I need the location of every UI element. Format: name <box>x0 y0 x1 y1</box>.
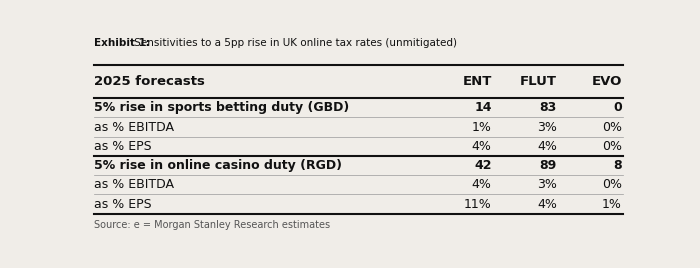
Text: 3%: 3% <box>537 178 556 191</box>
Text: 14: 14 <box>474 101 491 114</box>
Text: as % EBITDA: as % EBITDA <box>94 121 174 133</box>
Text: Exhibit 1:: Exhibit 1: <box>94 38 150 48</box>
Text: 89: 89 <box>540 159 557 172</box>
Text: 2025 forecasts: 2025 forecasts <box>94 75 205 88</box>
Text: ENT: ENT <box>462 75 491 88</box>
Text: 0: 0 <box>613 101 622 114</box>
Text: Sensitivities to a 5pp rise in UK online tax rates (unmitigated): Sensitivities to a 5pp rise in UK online… <box>131 38 457 48</box>
Text: 8: 8 <box>613 159 622 172</box>
Text: Source: e = Morgan Stanley Research estimates: Source: e = Morgan Stanley Research esti… <box>94 220 330 230</box>
Text: 4%: 4% <box>537 198 556 211</box>
Text: 1%: 1% <box>472 121 491 133</box>
Text: 83: 83 <box>540 101 557 114</box>
Text: as % EPS: as % EPS <box>94 198 152 211</box>
Text: 4%: 4% <box>537 140 556 153</box>
Text: 42: 42 <box>474 159 491 172</box>
Text: 1%: 1% <box>602 198 622 211</box>
Text: 5% rise in online casino duty (RGD): 5% rise in online casino duty (RGD) <box>94 159 342 172</box>
Text: 4%: 4% <box>472 140 491 153</box>
Text: 4%: 4% <box>472 178 491 191</box>
Text: 0%: 0% <box>602 178 622 191</box>
Text: as % EPS: as % EPS <box>94 140 152 153</box>
Text: 5% rise in sports betting duty (GBD): 5% rise in sports betting duty (GBD) <box>94 101 349 114</box>
Text: EVO: EVO <box>592 75 622 88</box>
Text: as % EBITDA: as % EBITDA <box>94 178 174 191</box>
Text: 0%: 0% <box>602 121 622 133</box>
Text: 11%: 11% <box>464 198 491 211</box>
Text: 3%: 3% <box>537 121 556 133</box>
Text: 0%: 0% <box>602 140 622 153</box>
Text: FLUT: FLUT <box>520 75 556 88</box>
